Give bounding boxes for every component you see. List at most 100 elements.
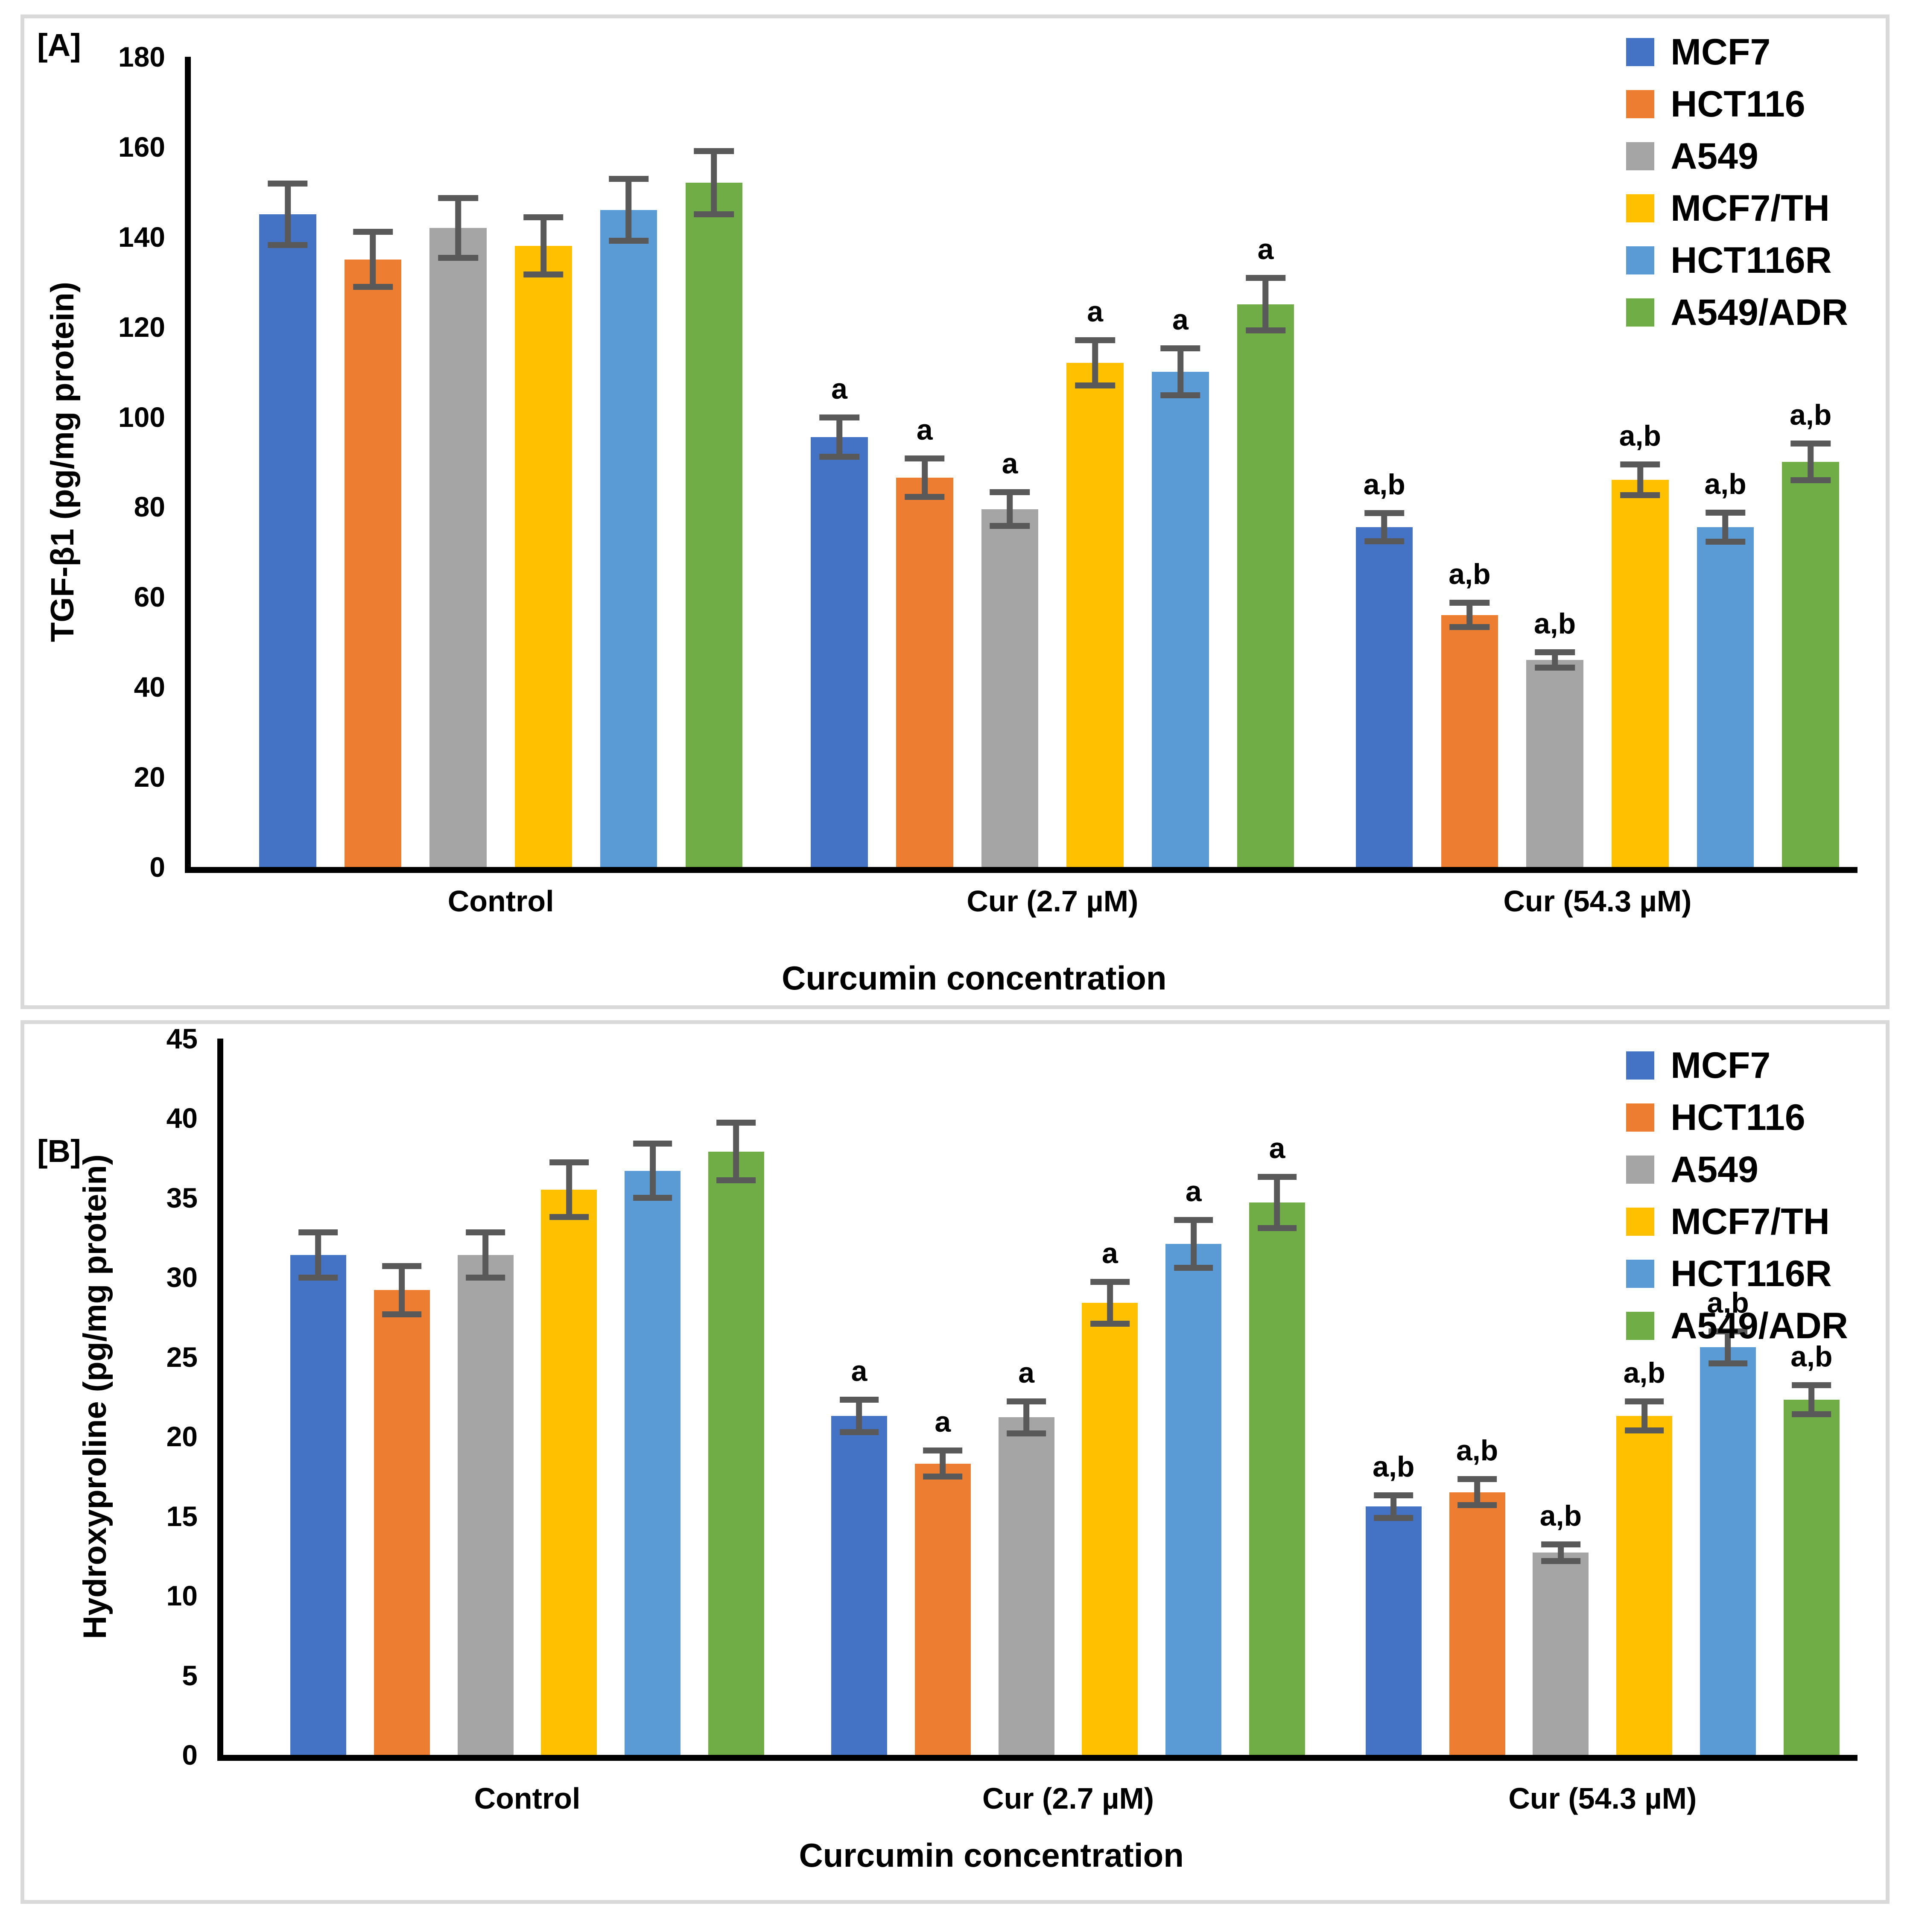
significance-annotation: a <box>1018 1356 1035 1389</box>
error-bar <box>1364 510 1405 544</box>
error-bar <box>1705 509 1746 545</box>
y-tick-label: 140 <box>118 221 165 253</box>
error-bar <box>923 1448 963 1480</box>
error-bar-cap-top <box>466 1229 505 1236</box>
legend-swatch-icon <box>1626 298 1655 327</box>
error-bar-cap-top <box>694 148 734 155</box>
significance-annotation: a,b <box>1790 1340 1833 1373</box>
legend-item: A549/ADR <box>1626 294 1848 331</box>
chart-panel-b: [B] 0 5 10 15 20 25 30 35 40 45 Hydroxyproline (pg/… <box>20 1020 1890 1904</box>
error-bar-cap-top <box>1075 337 1115 343</box>
significance-annotation: a,b <box>1456 1434 1498 1467</box>
error-bar-cap-bottom <box>1257 1225 1297 1232</box>
legend-swatch-icon <box>1626 246 1655 274</box>
error-bar-line <box>482 1229 489 1281</box>
legend-item: MCF7/TH <box>1626 1203 1848 1240</box>
x-axis-title: Curcumin concentration <box>782 959 1167 997</box>
bar-a549-adr <box>1783 1400 1840 1755</box>
error-bar-cap-bottom <box>1535 665 1575 671</box>
error-bar <box>608 176 649 244</box>
bar-hct116r <box>1697 527 1754 867</box>
significance-annotation: a,b <box>1533 607 1576 640</box>
legend-swatch-icon <box>1626 1051 1655 1080</box>
bar-hct116 <box>1449 1492 1505 1755</box>
y-tick-label: 30 <box>166 1261 198 1293</box>
bar-slot: a <box>1249 1039 1305 1755</box>
bar-mcf7 <box>1365 1506 1422 1755</box>
legend-item: HCT116 <box>1626 1099 1848 1136</box>
legend-label: A549 <box>1671 1149 1758 1190</box>
error-bar <box>1624 1398 1664 1433</box>
error-bar <box>1174 1217 1213 1271</box>
error-bar <box>819 414 859 460</box>
error-bar-cap-bottom <box>1374 1515 1414 1521</box>
error-bar-cap-top <box>1174 1217 1213 1223</box>
bar-slot <box>685 57 743 867</box>
error-bar-cap-top <box>716 1120 756 1126</box>
panel-tag: [B] <box>37 1133 81 1169</box>
error-bar-cap-bottom <box>1364 538 1405 544</box>
bar-mcf7-th <box>541 1190 597 1755</box>
error-bar-cap-top <box>1708 1328 1748 1334</box>
significance-annotation: a <box>1087 295 1104 328</box>
significance-annotation: a <box>916 414 933 447</box>
bar-slot: a,b <box>1449 1039 1505 1755</box>
legend-label: A549 <box>1671 136 1758 177</box>
bar-a549-adr <box>708 1151 764 1755</box>
error-bar-cap-top <box>1457 1476 1497 1483</box>
error-bar <box>1541 1541 1580 1564</box>
bar-slot: a <box>1165 1039 1222 1755</box>
error-bar-cap-bottom <box>298 1274 338 1281</box>
error-bar-line <box>1641 1398 1647 1433</box>
error-bar-cap-bottom <box>1705 539 1746 545</box>
error-bar <box>716 1120 756 1184</box>
error-bar-cap-bottom <box>905 493 945 500</box>
significance-annotation: a <box>851 1355 867 1387</box>
error-bar-line <box>1007 489 1013 529</box>
significance-annotation: a,b <box>1707 1286 1749 1319</box>
legend-item: MCF7/TH <box>1626 190 1848 227</box>
y-axis-title: TGF-β1 (pg/mg protein) <box>44 281 81 642</box>
error-bar <box>1792 1382 1831 1418</box>
legend: MCF7 HCT116 A549 MCF7/TH HCT116R A549/ADR <box>1626 34 1848 331</box>
significance-annotation: a,b <box>1539 1500 1582 1532</box>
error-bar-cap-bottom <box>268 242 308 248</box>
legend: MCF7 HCT116 A549 MCF7/TH HCT116R A549/ADR <box>1626 1047 1848 1344</box>
error-bar-cap-bottom <box>819 453 859 460</box>
error-bar-cap-bottom <box>1624 1427 1664 1433</box>
error-bar-cap-bottom <box>633 1195 672 1201</box>
category-label: Control <box>474 1782 581 1815</box>
error-bar <box>1075 337 1115 389</box>
legend-item: A549/ADR <box>1626 1307 1848 1344</box>
y-axis-title: Hydroxyproline (pg/mg protein) <box>76 1154 113 1639</box>
error-bar-cap-top <box>1624 1398 1664 1404</box>
bar-hct116 <box>374 1290 430 1755</box>
error-bar <box>1257 1173 1297 1232</box>
bar-a549-adr <box>1782 462 1839 867</box>
category-label: Control <box>447 884 554 918</box>
bar-slot: a <box>998 1039 1054 1755</box>
bar-a549-adr <box>1237 304 1294 867</box>
category-label: Cur (2.7 µM) <box>982 1782 1154 1815</box>
error-bar-line <box>1722 509 1729 545</box>
error-bar-cap-top <box>268 180 308 187</box>
error-bar-cap-top <box>1160 345 1200 351</box>
y-tick-label: 0 <box>149 851 165 883</box>
error-bar-cap-top <box>839 1397 879 1403</box>
bar-mcf7-th <box>515 245 572 867</box>
bar-slot: a <box>1152 57 1209 867</box>
legend-item: A549 <box>1626 138 1848 175</box>
error-bar-cap-top <box>1620 461 1660 467</box>
significance-annotation: a,b <box>1623 1356 1665 1389</box>
bar-slot: a,b <box>1616 1039 1673 1755</box>
error-bar-line <box>1262 275 1269 334</box>
legend-swatch-icon <box>1626 1156 1655 1184</box>
bar-slot: a <box>811 57 868 867</box>
error-bar <box>1245 275 1286 334</box>
x-axis-title: Curcumin concentration <box>799 1836 1184 1874</box>
bar-slot: a <box>831 1039 887 1755</box>
legend-label: MCF7 <box>1671 1045 1771 1086</box>
legend-item: A549 <box>1626 1151 1848 1188</box>
error-bar <box>694 148 734 218</box>
